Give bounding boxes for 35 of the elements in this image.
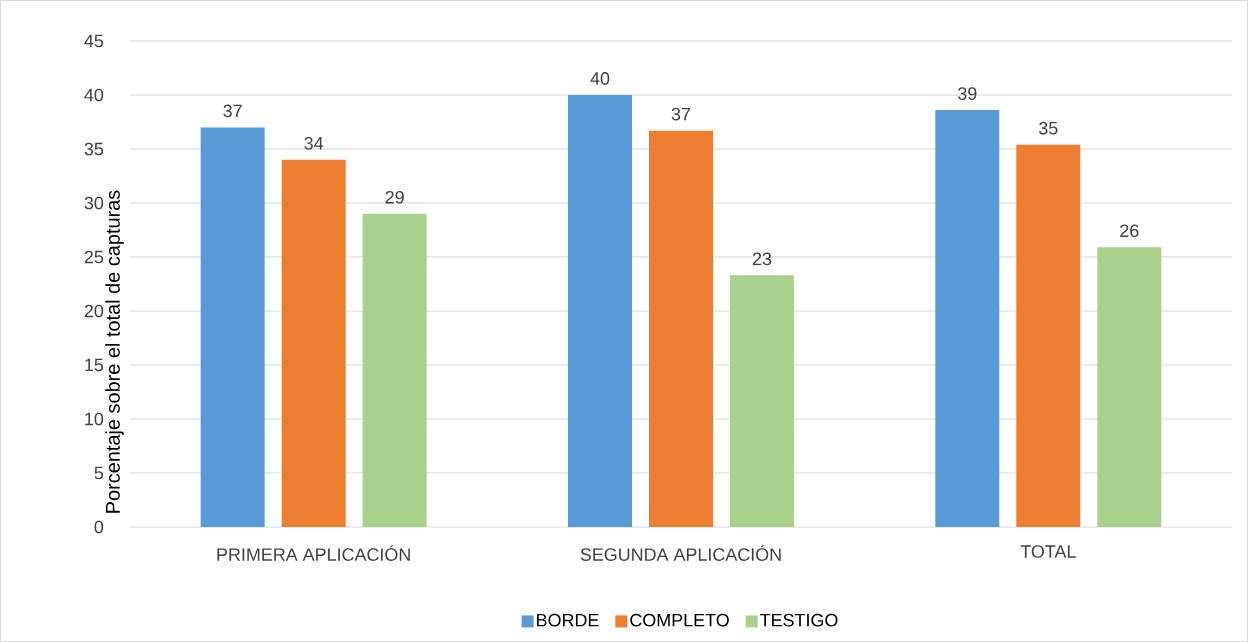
x-tick-label: SEGUNDA APLICACIÓN — [580, 545, 781, 561]
data-label: 34 — [304, 136, 324, 150]
data-label: 40 — [590, 72, 610, 85]
y-tick-label: 0 — [94, 520, 104, 534]
bar — [200, 127, 265, 527]
y-tick-label: 5 — [94, 466, 104, 480]
x-tick-label: PRIMERA APLICACIÓN — [217, 545, 410, 561]
data-label: 37 — [671, 107, 691, 121]
y-tick-label: 40 — [84, 88, 104, 102]
y-tick-label: 15 — [85, 358, 104, 372]
bar — [1016, 144, 1081, 527]
y-axis-title: Porcentaje sobre el total de capturas — [105, 190, 124, 513]
data-label: 29 — [385, 190, 404, 204]
legend-label: TESTIGO — [760, 613, 838, 627]
data-label: 37 — [223, 104, 242, 118]
legend-label: BORDE — [537, 613, 599, 627]
bar — [281, 159, 346, 527]
bar — [648, 130, 713, 527]
y-tick-label: 25 — [84, 250, 104, 264]
y-tick-label: 45 — [84, 34, 104, 48]
data-label: 39 — [958, 87, 977, 100]
data-label: 26 — [1120, 224, 1139, 238]
data-label: 23 — [752, 252, 772, 266]
bar — [362, 213, 427, 527]
data-label: 35 — [1039, 121, 1058, 135]
legend-label: COMPLETO — [630, 613, 729, 627]
x-tick-label: TOTAL — [1020, 545, 1076, 558]
bar — [567, 95, 632, 527]
bar — [935, 110, 1000, 527]
bar — [729, 275, 794, 527]
y-tick-label: 20 — [84, 304, 104, 318]
y-tick-label: 35 — [84, 142, 104, 156]
bar — [1097, 247, 1162, 527]
y-tick-label: 30 — [84, 196, 104, 210]
y-tick-label: 10 — [85, 412, 104, 426]
